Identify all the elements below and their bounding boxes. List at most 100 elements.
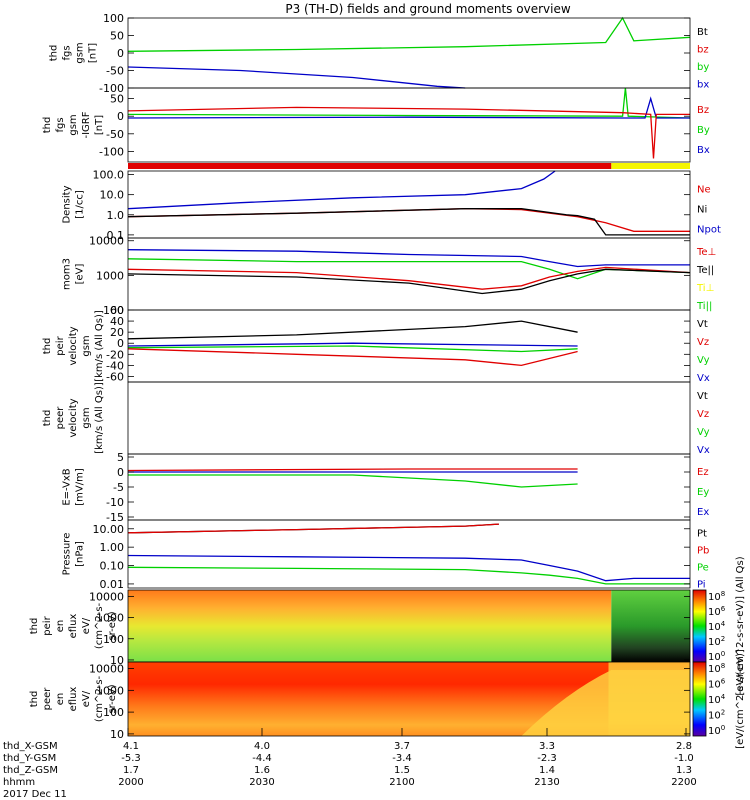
y-axis-label: (cm^2-s- (94, 602, 105, 649)
bottom-row-value: 3.3 (539, 741, 555, 752)
y-tick-label: 0 (117, 466, 124, 479)
y-axis-label: sr-eV) (107, 611, 118, 640)
y-axis-label: [nPa] (75, 541, 86, 567)
y-axis-label: peir (42, 615, 53, 635)
bottom-row-value: -1.0 (674, 753, 694, 764)
y-axis-label: gsm (81, 407, 92, 428)
y-axis-label: [eV] (75, 264, 86, 285)
y-axis-label: thd (29, 618, 40, 635)
panel-1: 50 0 -50 -100 thd fgs gsm -IGRF [nT] Bz By Bx (42, 87, 710, 163)
colorbar-tick-exponent: 6 (721, 605, 726, 613)
y-axis-label: sr-eV) (107, 684, 118, 713)
legend-entry-Vz: Vz (697, 337, 709, 348)
y-axis-label: [nT] (88, 43, 99, 63)
y-axis-label: eV/ (81, 617, 92, 634)
y-axis-label: fgs (55, 117, 66, 132)
legend-entry-By: By (697, 125, 710, 136)
y-axis-label: [1/cc] (75, 190, 86, 219)
y-tick-label: 1000 (96, 684, 124, 697)
y-tick-label: -20 (106, 348, 124, 361)
y-axis-label: thd (29, 691, 40, 708)
y-tick-label: 100 (103, 633, 124, 646)
y-axis-label: [mV/m] (75, 468, 86, 506)
y-axis-label: peer (42, 687, 53, 711)
colorbar-label: [eV/(cm^2-s-sr-eV)] (All Qs) (735, 556, 746, 695)
series-Ti par (127, 258, 691, 280)
y-tick-label: 1000 (96, 269, 124, 282)
y-axis-label: thd (49, 45, 60, 62)
legend-entry-Ti||: Ti|| (696, 301, 712, 312)
y-tick-label: 10 (110, 728, 124, 741)
bottom-row-value: 4.0 (254, 741, 270, 752)
legend-entry-Pt: Pt (697, 529, 707, 540)
series-Vt (127, 320, 578, 340)
colorbar (692, 661, 707, 737)
y-tick-label: -50 (106, 128, 124, 141)
bottom-row-label: thd_Z-GSM (3, 765, 58, 776)
panel-6: thd peer velocity gsm [km/s (All Qs)] Vt Vz Vy V… (42, 381, 710, 456)
colorbar-tick-exponent: 2 (721, 635, 725, 643)
y-tick-label: 50 (110, 30, 124, 43)
y-tick-label: 100 (103, 12, 124, 25)
legend-entry-Vx: Vx (697, 373, 710, 384)
mode-bar-segment (128, 163, 612, 169)
y-tick-label: 10.00 (93, 523, 125, 536)
y-axis-label: velocity (68, 398, 79, 437)
bottom-row-label: hhmm (3, 777, 35, 788)
y-axis-label: gsm (75, 42, 86, 63)
legend-entry-bx: bx (697, 79, 709, 90)
colorbar-tick-exponent: 2 (721, 709, 725, 717)
y-tick-label: 0 (117, 110, 124, 123)
y-tick-label: 10000 (89, 663, 124, 676)
colorbar (692, 589, 707, 663)
colorbar-tick-exponent: 4 (721, 693, 726, 701)
colorbar-tick: 104 (708, 693, 726, 706)
colorbar-tick-exponent: 6 (721, 678, 726, 686)
y-tick-label: 10.0 (100, 189, 125, 202)
y-axis-label: peir (55, 335, 66, 355)
bottom-row-label: thd_Y-GSM (3, 753, 56, 764)
bottom-row-value: 1.7 (123, 765, 139, 776)
panel-frame (127, 309, 691, 383)
colorbar-tick-exponent: 0 (721, 724, 725, 732)
colorbar-tick-exponent: 0 (721, 650, 725, 658)
panel-0: 100 50 0 -50 -100 thd fgs gsm [nT] Bt bz by bx (49, 12, 710, 95)
legend-entry-Bt: Bt (697, 27, 708, 38)
legend-entry-Vy: Vy (697, 427, 710, 438)
colorbar-tick: 106 (708, 678, 726, 691)
bottom-row-value: 2100 (389, 777, 414, 788)
panel-frame (127, 661, 691, 737)
y-axis-label: [nT] (94, 115, 105, 135)
legend-entry-Vx: Vx (697, 445, 710, 456)
legend-entry-Te||: Te|| (696, 265, 714, 276)
bottom-row-value: 2130 (534, 777, 559, 788)
colorbar-tick-exponent: 8 (721, 590, 725, 598)
y-axis-label: mom3 (62, 258, 73, 290)
y-tick-label: 10000 (89, 235, 124, 248)
series-Pi (127, 554, 690, 582)
y-axis-label: Density (62, 185, 73, 223)
colorbar-tick: 108 (708, 590, 725, 603)
panel-2 (128, 163, 690, 169)
legend-entry-Ni: Ni (697, 205, 707, 216)
legend-entry-Npot: Npot (697, 225, 721, 236)
legend-entry-Ey: Ey (697, 487, 709, 498)
y-tick-label: 1.00 (100, 541, 125, 554)
series-Bz (127, 106, 690, 159)
y-axis-label: -IGRF (81, 111, 92, 138)
legend-entry-Vz: Vz (697, 409, 709, 420)
bottom-row-value: 2000 (118, 777, 143, 788)
y-tick-label: -10 (106, 496, 124, 509)
y-tick-label: 10 (110, 654, 124, 667)
series-Ey (128, 474, 578, 488)
panel-frame (127, 87, 691, 163)
series-Pe (127, 566, 690, 585)
bottom-row-value: -5.3 (121, 753, 141, 764)
series-bx (127, 66, 466, 89)
bottom-row-value: 2200 (671, 777, 696, 788)
colorbar-label: [eV/(cm^2-s-sr-eV)] (735, 649, 746, 749)
y-axis-label: en (55, 620, 66, 633)
series-Vz (127, 348, 578, 367)
y-axis-label: en (55, 693, 66, 706)
